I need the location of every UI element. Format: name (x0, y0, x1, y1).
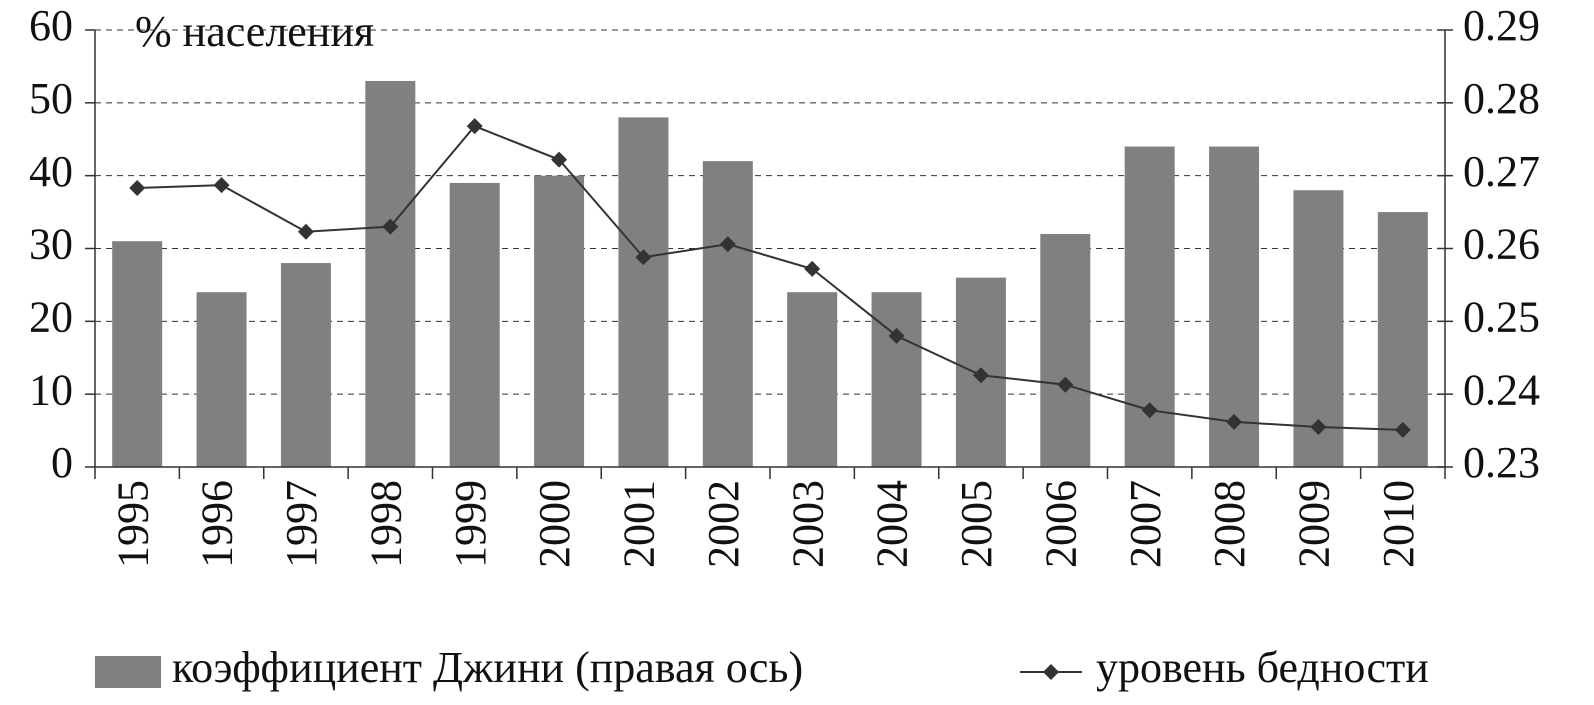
y2-tick-label: 0.26 (1463, 220, 1540, 269)
y2-tick-label: 0.27 (1463, 147, 1540, 196)
y-tick-label: 40 (29, 147, 73, 196)
point (635, 249, 652, 266)
x-tick-label: 1996 (193, 480, 242, 568)
y2-tick-label: 0.23 (1463, 438, 1540, 487)
legend-marker (1043, 664, 1059, 680)
y-tick-label: 50 (29, 74, 73, 123)
bar (112, 241, 163, 467)
bar (871, 292, 922, 467)
legend-swatch (95, 656, 161, 688)
x-tick-label: 1998 (361, 480, 410, 568)
point (466, 118, 483, 135)
point (129, 180, 146, 197)
point (719, 236, 736, 253)
x-tick-label: 1999 (446, 480, 495, 568)
bar (1124, 146, 1175, 468)
bar (280, 263, 331, 467)
point (1226, 413, 1243, 430)
annotation: % населения (135, 7, 374, 56)
y2-tick-label: 0.25 (1463, 292, 1540, 341)
bar (702, 161, 753, 467)
point (382, 218, 399, 235)
x-tick-label: 2005 (952, 480, 1001, 568)
legend-label: уровень бедности (1096, 643, 1429, 692)
x-tick-label: 2009 (1290, 480, 1339, 568)
x-tick-label: 2003 (783, 480, 832, 568)
line (137, 124, 1403, 431)
x-tick-label: 2010 (1374, 480, 1423, 568)
x-tick-label: 1995 (108, 480, 157, 568)
x-tick-label: 2004 (868, 480, 917, 568)
point (888, 327, 905, 344)
bar (618, 117, 669, 468)
y-tick-label: 30 (29, 220, 73, 269)
bar (1209, 146, 1260, 468)
bar (449, 182, 500, 467)
bar (196, 292, 247, 467)
bar (787, 292, 838, 467)
y-tick-label: 20 (29, 292, 73, 341)
point (804, 260, 821, 277)
x-tick-label: 2002 (699, 480, 748, 568)
x-tick-label: 2001 (615, 480, 664, 568)
point (972, 367, 989, 384)
x-tick-label: 2006 (1036, 480, 1085, 568)
y-tick-label: 60 (29, 1, 73, 50)
x-tick-label: 2007 (1121, 480, 1170, 568)
point (1310, 418, 1327, 435)
x-tick-label: 2008 (1205, 480, 1254, 568)
bar (1040, 233, 1091, 467)
y2-tick-label: 0.29 (1463, 1, 1540, 50)
point (1394, 421, 1411, 438)
bar (365, 80, 416, 467)
y2-tick-label: 0.28 (1463, 74, 1540, 123)
point (213, 177, 230, 194)
bar (534, 175, 585, 467)
point (1141, 402, 1158, 419)
y-tick-label: 0 (51, 438, 73, 487)
y-tick-label: 10 (29, 365, 73, 414)
point (297, 223, 314, 240)
point (1057, 376, 1074, 393)
point (551, 151, 568, 168)
y2-tick-label: 0.24 (1463, 365, 1540, 414)
legend-label: коэффициент Джини (правая ось) (172, 643, 803, 692)
x-tick-label: 2000 (530, 480, 579, 568)
x-tick-label: 1997 (277, 480, 326, 568)
